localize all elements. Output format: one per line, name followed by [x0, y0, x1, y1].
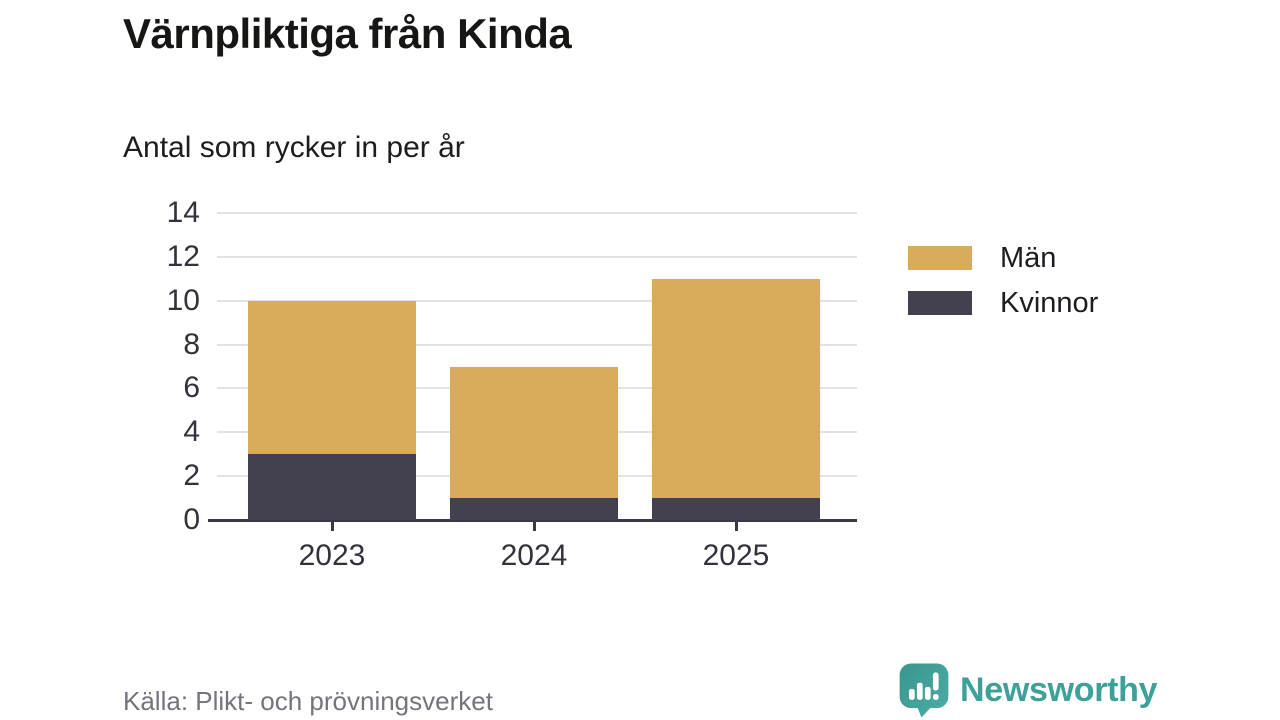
bar-2023-män	[248, 300, 416, 455]
y-tick-label-8: 8	[183, 327, 200, 361]
chart-subtitle: Antal som rycker in per år	[123, 131, 465, 164]
bar-2025-män	[652, 278, 820, 499]
bar-2024-män	[450, 366, 618, 499]
brand-logo: Newsworthy	[898, 662, 1158, 718]
legend-label-men: Män	[1000, 241, 1057, 274]
y-tick-label-6: 6	[183, 371, 200, 405]
x-tick-label-2025: 2025	[702, 539, 770, 572]
newsworthy-chart-bubble-icon	[899, 663, 949, 718]
plot-area: 0 2 4 6 8 10 12 14 2023 2024 2025	[167, 196, 857, 572]
legend-item-men: Män	[908, 242, 1098, 274]
bar-2023-kvinnor	[248, 454, 416, 520]
y-tick-label-2: 2	[183, 459, 200, 493]
legend-swatch-women	[908, 291, 972, 315]
source-note: Källa: Plikt- och prövningsverket	[123, 686, 493, 716]
bar-2025-kvinnor	[652, 498, 820, 520]
y-tick-label-4: 4	[183, 415, 200, 449]
y-tick-label-14: 14	[166, 196, 200, 229]
x-tick-2024	[532, 522, 536, 531]
legend: Män Kvinnor	[908, 242, 1098, 336]
gridline-y14	[217, 212, 857, 214]
legend-swatch-men	[908, 246, 972, 270]
x-axis-line	[208, 519, 857, 522]
bar-2024-kvinnor	[450, 498, 618, 520]
y-tick-label-12: 12	[166, 239, 200, 273]
brand-wordmark: Newsworthy	[960, 670, 1158, 709]
gridline-y8	[217, 343, 857, 346]
x-tick-label-2023: 2023	[298, 539, 366, 572]
legend-item-women: Kvinnor	[908, 287, 1098, 319]
gridline-y10	[217, 299, 857, 302]
y-tick-label-0: 0	[183, 503, 200, 536]
chart-title: Värnpliktiga från Kinda	[123, 10, 572, 57]
x-tick-2025	[734, 522, 738, 531]
x-tick-2023	[330, 522, 334, 531]
gridline-y12	[217, 255, 857, 258]
y-tick-label-10: 10	[166, 283, 200, 317]
legend-label-women: Kvinnor	[1000, 286, 1099, 319]
x-tick-label-2024: 2024	[500, 539, 568, 572]
